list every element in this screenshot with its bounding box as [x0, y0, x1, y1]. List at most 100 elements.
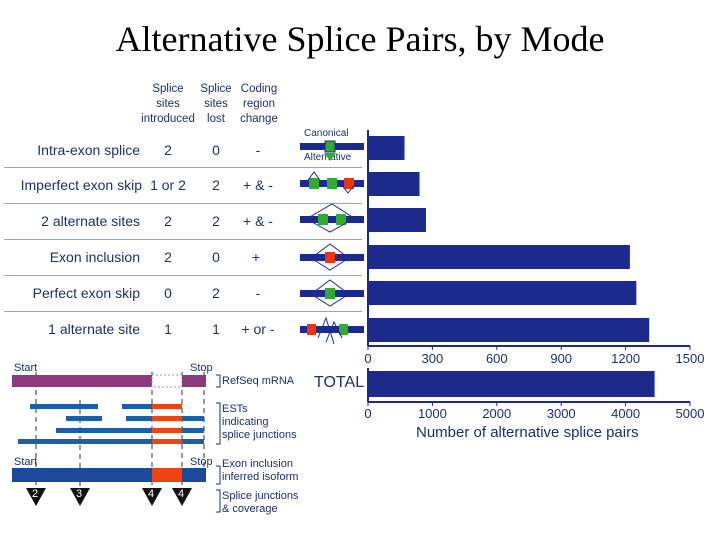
x-tick-label: 3000 [547, 406, 576, 421]
est-bar [182, 428, 204, 433]
row-mode-label: Perfect exon skip [32, 285, 140, 301]
est-bar [152, 416, 182, 421]
junctions-line1: Splice junctions [222, 490, 299, 502]
coverage-marker [172, 488, 192, 506]
coverage-count: 2 [32, 488, 39, 500]
splice-junction-icon [313, 243, 347, 257]
est-bar [152, 439, 182, 444]
inclusion-label: Exon inclusion inferred isoform [222, 458, 298, 484]
row-separator [4, 311, 362, 312]
header-lost-line1: Splice [200, 83, 232, 95]
row-separator [4, 275, 362, 276]
row-introduced-value: 1 [164, 321, 172, 337]
x-tick-label: 300 [422, 351, 444, 366]
x-tick-label: 600 [486, 351, 508, 366]
coverage-count: 4 [178, 488, 185, 500]
canonical-label: Canonical [304, 128, 349, 139]
row-mode-label: Exon inclusion [49, 249, 140, 265]
row-mode-label: Intra-exon splice [37, 142, 140, 158]
row-coding-value: + [251, 249, 261, 265]
chart-xlabel: Number of alternative splice pairs [416, 424, 639, 441]
bar [368, 172, 420, 196]
row-coding-value: - [255, 285, 261, 301]
refseq-bar [182, 375, 206, 387]
row-lost-value: 1 [212, 321, 220, 337]
x-tick-label: 1000 [418, 406, 447, 421]
est-bar [18, 439, 152, 444]
exon-bar-icon [300, 326, 364, 333]
header-introduced-line1: Splice [152, 83, 184, 95]
row-mode-label: 1 alternate site [48, 321, 140, 337]
est-bar [66, 416, 102, 421]
inclusion-bar [152, 468, 182, 482]
start-label: Start [14, 362, 38, 374]
green-exon-icon [325, 288, 335, 299]
splice-junction-icon [313, 259, 347, 271]
splice-junction-icon [305, 171, 323, 184]
x-tick-label: 0 [364, 351, 371, 366]
row-separator [4, 167, 362, 168]
est-bar [122, 404, 152, 409]
green-exon-icon [336, 214, 346, 225]
header-lost: Splice sites lost [196, 82, 236, 127]
row-introduced-value: 0 [164, 285, 172, 301]
coverage-marker [26, 488, 46, 506]
x-tick-label: 4000 [611, 406, 640, 421]
bracket [216, 374, 221, 388]
ests-line2: indicating [222, 416, 269, 428]
ests-line3: splice junctions [222, 429, 297, 441]
x-tick-label: 0 [364, 406, 371, 421]
row-coding-value: + & - [243, 213, 273, 229]
ests-line1: ESTs [222, 403, 248, 415]
row-introduced-value: 2 [164, 213, 172, 229]
splice-junction-icon [317, 316, 335, 345]
green-exon-icon [318, 214, 328, 225]
inclusion-line1: Exon inclusion [222, 458, 293, 470]
green-exon-icon [324, 140, 336, 153]
inclusion-bar [182, 468, 206, 482]
splice-junction-icon [313, 295, 347, 307]
row-lost-value: 0 [212, 249, 220, 265]
bracket [216, 489, 221, 513]
row-separator [4, 203, 362, 204]
header-introduced-line2: sites [156, 98, 180, 110]
splice-junction-icon [311, 221, 349, 233]
header-introduced-line3: introduced [141, 113, 195, 125]
header-lost-line2: sites [204, 98, 228, 110]
splice-junction-icon [325, 320, 343, 343]
header-coding-line1: Coding [240, 83, 278, 95]
header-coding-line2: region [243, 98, 275, 110]
row-introduced-value: 2 [164, 249, 172, 265]
total-category-label: TOTAL [314, 374, 365, 391]
x-tick-label: 5000 [676, 406, 705, 421]
bar [368, 281, 637, 305]
junctions-line2: & coverage [222, 503, 278, 515]
coverage-count: 4 [148, 488, 155, 500]
row-separator [4, 239, 362, 240]
header-coding: Coding region change [236, 82, 282, 127]
red-exon-icon [344, 178, 354, 189]
row-lost-value: 2 [212, 285, 220, 301]
bar [368, 208, 426, 232]
row-mode-label: 2 alternate sites [41, 213, 140, 229]
header-coding-line3: change [240, 113, 278, 125]
green-exon-icon [327, 178, 337, 189]
refseq-bar [12, 375, 152, 387]
bar [368, 371, 655, 397]
slide-title: Alternative Splice Pairs, by Mode [115, 19, 605, 59]
coverage-marker [142, 488, 162, 506]
header-introduced: Splice sites introduced [136, 82, 200, 127]
bracket [216, 465, 221, 485]
est-bar [182, 416, 204, 421]
bar [368, 318, 650, 342]
x-tick-label: 2000 [482, 406, 511, 421]
stop-label: Stop [190, 456, 213, 468]
est-bar [126, 416, 152, 421]
row-lost-value: 2 [212, 213, 220, 229]
row-coding-value: + or - [241, 321, 275, 337]
est-bar [56, 428, 152, 433]
stop-label: Stop [190, 362, 213, 374]
row-coding-value: + & - [243, 177, 273, 193]
